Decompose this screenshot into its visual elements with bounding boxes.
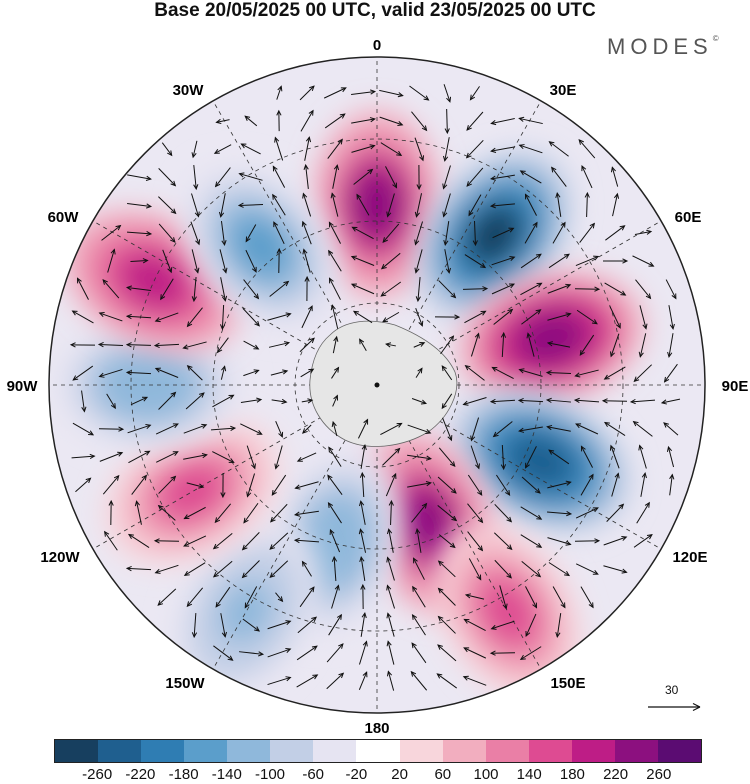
map-disc <box>40 50 720 730</box>
colorbar <box>54 739 702 763</box>
lon-label-30w: 30W <box>173 82 205 99</box>
lon-label-180: 180 <box>364 720 389 737</box>
colorbar-tick: -20 <box>346 766 368 783</box>
colorbar-tick-labels: -260 -220 -180 -140 -100 -60 -20 20 60 100 140 180 2… <box>0 766 750 784</box>
colorbar-tick: -260 <box>82 766 112 783</box>
colorbar-segment <box>486 740 529 762</box>
colorbar-segment <box>443 740 486 762</box>
colorbar-segment <box>356 740 399 762</box>
lon-label-0: 0 <box>373 37 381 54</box>
colorbar-tick: -60 <box>302 766 324 783</box>
colorbar-segment <box>658 740 701 762</box>
colorbar-segment <box>572 740 615 762</box>
lon-label-120e: 120E <box>672 549 707 566</box>
lon-label-120w: 120W <box>40 549 80 566</box>
colorbar-tick: 220 <box>603 766 628 783</box>
colorbar-tick: 140 <box>517 766 542 783</box>
colorbar-tick: 100 <box>473 766 498 783</box>
colorbar-segment <box>270 740 313 762</box>
anomaly-contour-band <box>114 360 182 411</box>
lon-label-150e: 150E <box>550 675 585 692</box>
south-pole-marker <box>375 383 380 388</box>
colorbar-tick: 260 <box>646 766 671 783</box>
reference-vector-label: 30 <box>665 683 678 697</box>
colorbar-tick: 180 <box>560 766 585 783</box>
colorbar-tick: -220 <box>125 766 155 783</box>
colorbar-segment <box>98 740 141 762</box>
reference-vector <box>648 704 700 711</box>
lon-label-60e: 60E <box>675 209 702 226</box>
colorbar-segment <box>615 740 658 762</box>
colorbar-segment <box>184 740 227 762</box>
lon-label-30e: 30E <box>550 82 577 99</box>
colorbar-segment <box>55 740 98 762</box>
lon-label-150w: 150W <box>165 675 205 692</box>
colorbar-tick: -100 <box>255 766 285 783</box>
colorbar-segment <box>529 740 572 762</box>
colorbar-segment <box>400 740 443 762</box>
colorbar-tick: -140 <box>212 766 242 783</box>
colorbar-segment <box>227 740 270 762</box>
colorbar-tick: -180 <box>169 766 199 783</box>
colorbar-tick: 20 <box>391 766 408 783</box>
colorbar-segment <box>141 740 184 762</box>
lon-label-90e: 90E <box>722 378 749 395</box>
colorbar-tick: 60 <box>434 766 451 783</box>
lon-label-90w: 90W <box>7 378 39 395</box>
lon-label-60w: 60W <box>48 209 80 226</box>
colorbar-segment <box>313 740 356 762</box>
